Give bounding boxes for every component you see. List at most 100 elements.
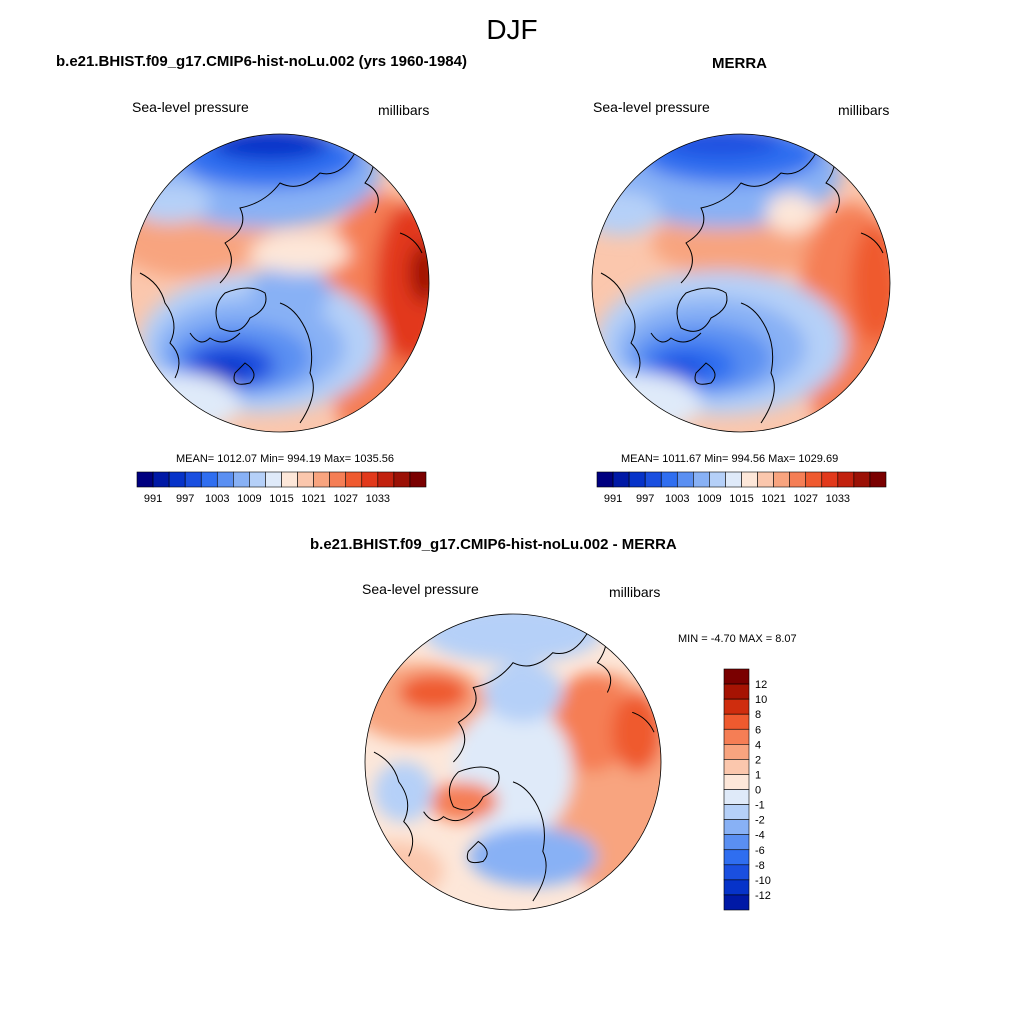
colorbar-1-swatch <box>168 471 186 488</box>
colorbar-3-tick-label: 12 <box>755 679 767 691</box>
colorbar-3-tick-label: -10 <box>755 875 771 887</box>
colorbar-3-swatch <box>723 713 750 730</box>
colorbar-2-swatch <box>709 471 726 488</box>
colorbar-1-tick-label: 1015 <box>269 493 293 505</box>
colorbar-2-tick-label: 1027 <box>793 493 817 505</box>
colorbar-1-swatch <box>152 471 170 488</box>
colorbar-1-swatch <box>393 471 411 488</box>
colorbar-2-swatch <box>628 471 646 488</box>
colorbar-3-tick-label: 0 <box>755 785 761 797</box>
panel-1-units-label: millibars <box>378 102 430 118</box>
colorbar-1-swatch <box>409 471 427 488</box>
colorbar-3-swatch <box>723 834 750 851</box>
colorbar-3-tick-label: -8 <box>755 860 765 872</box>
colorbar-2-tick-label: 1033 <box>826 493 850 505</box>
colorbar-1-swatch <box>265 471 282 488</box>
colorbar-2-swatch <box>869 471 887 488</box>
colorbar-2-swatch <box>644 471 662 488</box>
panel-3-units-label: millibars <box>609 584 661 600</box>
colorbar-1-swatch <box>313 471 330 488</box>
colorbar-3-tick-label: -12 <box>755 890 771 902</box>
colorbar-3-tick-label: 2 <box>755 754 761 766</box>
colorbar-2-swatch <box>741 471 758 488</box>
colorbar-3-tick-label: -6 <box>755 845 765 857</box>
colorbar-1-swatch <box>377 471 395 488</box>
colorbar-2-tick-label: 1015 <box>729 493 753 505</box>
colorbar-3-swatch <box>723 744 750 760</box>
panel-3-variable-label: Sea-level pressure <box>362 581 479 597</box>
colorbar-1-swatch <box>329 471 347 488</box>
colorbar-1-swatch <box>233 471 250 488</box>
colorbar-2-swatch <box>805 471 823 488</box>
colorbar-3-tick-label: 6 <box>755 724 761 736</box>
colorbar-3-swatch <box>723 789 750 805</box>
colorbar-1-swatch <box>281 471 298 488</box>
colorbar-3-swatch <box>723 668 750 685</box>
colorbar-1-swatch <box>200 471 218 488</box>
colorbar-2-swatch <box>821 471 839 488</box>
page-title: DJF <box>486 14 538 45</box>
colorbar-1-tick-label: 1003 <box>205 493 229 505</box>
colorbar-panel-2: 991 997 1003 1009 1015 1021 1027 1033 <box>596 471 887 505</box>
map-merra-slp <box>591 133 891 433</box>
colorbar-3-swatch <box>723 759 750 775</box>
colorbar-2-tick-label: 1003 <box>665 493 689 505</box>
colorbar-2-swatch <box>725 471 742 488</box>
colorbar-3-tick-label: 4 <box>755 739 761 751</box>
colorbar-3-swatch <box>723 728 750 745</box>
colorbar-3-swatch <box>723 864 750 881</box>
colorbar-3-swatch <box>723 849 750 866</box>
colorbar-2-swatch <box>693 471 710 488</box>
map-difference-slp <box>364 613 662 911</box>
colorbar-2-swatch <box>596 471 614 488</box>
colorbar-3-tick-label: 1 <box>755 769 761 781</box>
colorbar-1-tick-label: 1033 <box>366 493 390 505</box>
panel-2-stats: MEAN= 1011.67 Min= 994.56 Max= 1029.69 <box>621 453 839 465</box>
panel-3-title: b.e21.BHIST.f09_g17.CMIP6-hist-noLu.002 … <box>310 536 677 553</box>
colorbar-3-tick-label: 8 <box>755 709 761 721</box>
colorbar-1-swatch <box>249 471 266 488</box>
colorbar-1-swatch <box>361 471 379 488</box>
colorbar-panel-1: 991 997 1003 1009 1015 1021 1027 1033 <box>136 471 427 505</box>
colorbar-1-tick-label: 1027 <box>333 493 357 505</box>
colorbar-1-swatch <box>136 471 154 488</box>
colorbar-3-swatch <box>723 804 750 820</box>
colorbar-2-swatch <box>853 471 871 488</box>
panel-1-title: b.e21.BHIST.f09_g17.CMIP6-hist-noLu.002 … <box>56 53 467 70</box>
panel-2-units-label: millibars <box>838 102 890 118</box>
colorbar-2-tick-label: 991 <box>604 493 622 505</box>
map-model-slp <box>130 133 430 433</box>
colorbar-2-swatch <box>660 471 678 488</box>
panel-2-variable-label: Sea-level pressure <box>593 99 710 115</box>
colorbar-1-swatch <box>184 471 202 488</box>
colorbar-3-tick-label: 10 <box>755 694 767 706</box>
colorbar-3-swatch <box>723 774 750 790</box>
colorbar-2-swatch <box>757 471 774 488</box>
colorbar-3-swatch <box>723 894 750 911</box>
colorbar-3-swatch <box>723 683 750 700</box>
colorbar-2-swatch <box>837 471 855 488</box>
panel-2-title: MERRA <box>712 55 767 72</box>
colorbar-1-tick-label: 1009 <box>237 493 261 505</box>
colorbar-1-swatch <box>297 471 314 488</box>
colorbar-2-tick-label: 1009 <box>697 493 721 505</box>
colorbar-3-swatch <box>723 819 750 835</box>
colorbar-1-swatch <box>345 471 363 488</box>
colorbar-3-tick-label: -1 <box>755 800 765 812</box>
colorbar-2-tick-label: 1021 <box>761 493 785 505</box>
colorbar-3-tick-label: -2 <box>755 815 765 827</box>
colorbar-2-swatch <box>676 471 694 488</box>
colorbar-1-swatch <box>216 471 234 488</box>
colorbar-2-swatch <box>773 471 790 488</box>
colorbar-3-swatch <box>723 879 750 896</box>
colorbar-3-swatch <box>723 698 750 715</box>
colorbar-2-tick-label: 997 <box>636 493 654 505</box>
colorbar-2-swatch <box>789 471 807 488</box>
colorbar-1-tick-label: 991 <box>144 493 162 505</box>
colorbar-2-swatch <box>612 471 630 488</box>
panel-1-stats: MEAN= 1012.07 Min= 994.19 Max= 1035.56 <box>176 453 395 465</box>
panel-1-variable-label: Sea-level pressure <box>132 99 249 115</box>
colorbar-1-tick-label: 997 <box>176 493 194 505</box>
panel-3-stats: MIN = -4.70 MAX = 8.07 <box>678 633 797 645</box>
